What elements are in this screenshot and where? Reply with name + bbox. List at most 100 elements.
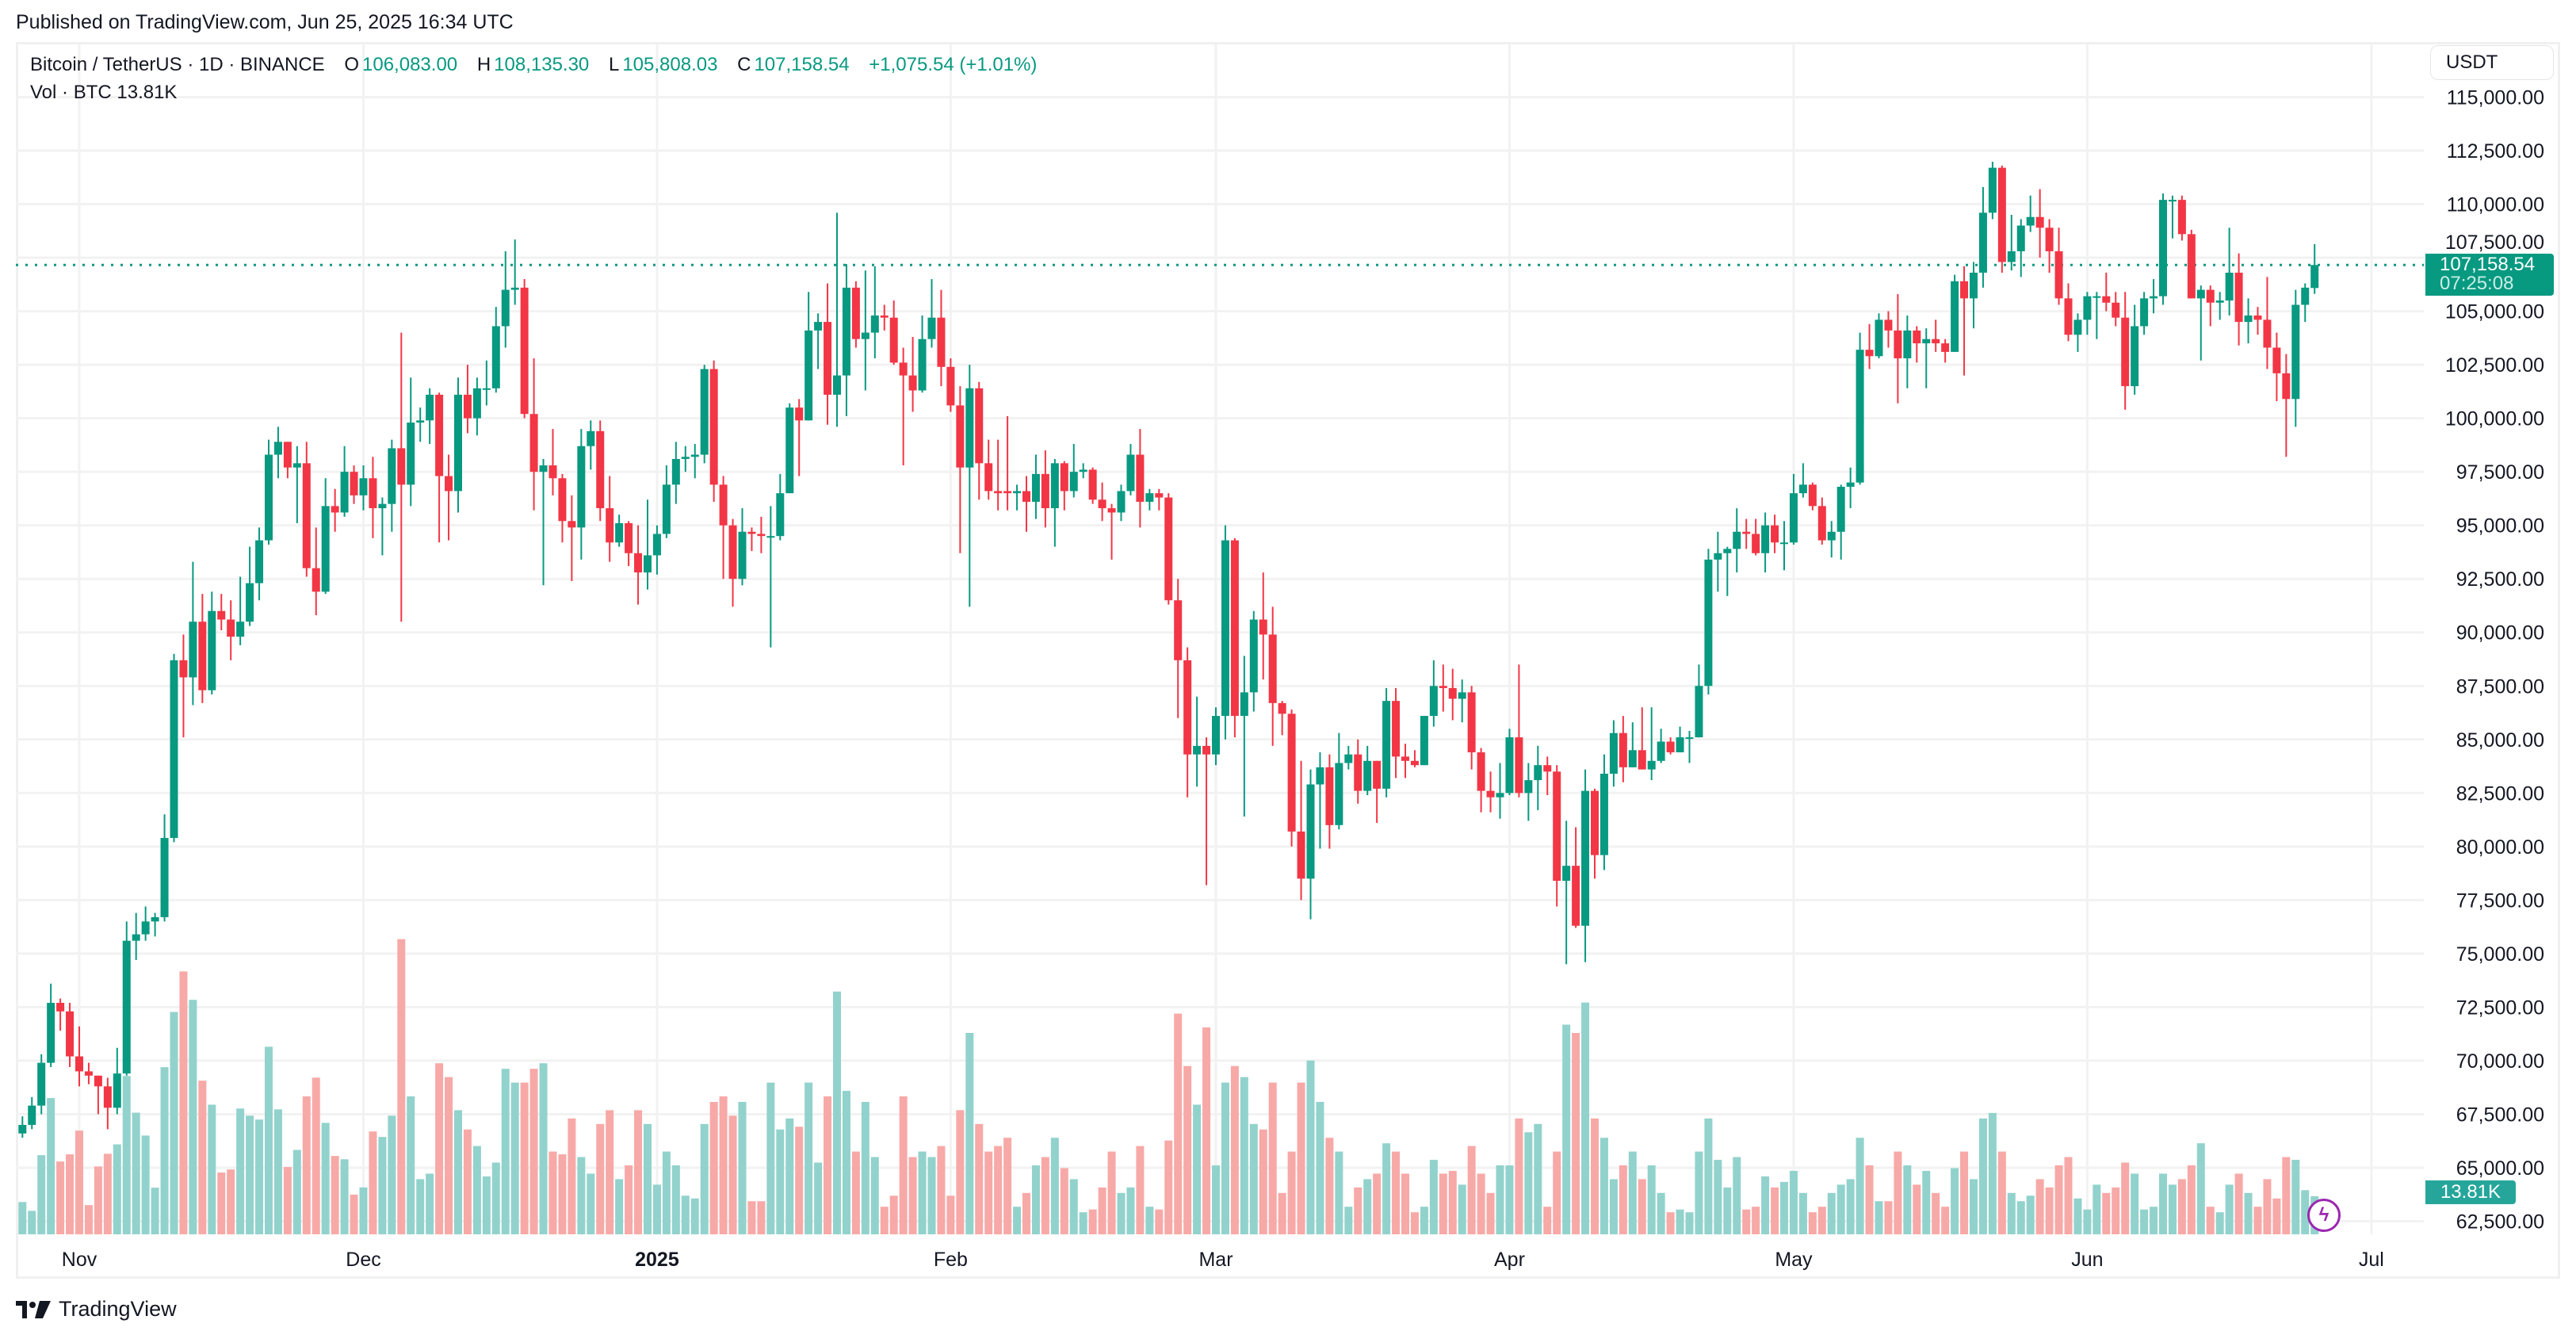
volume-bar	[217, 1172, 226, 1234]
candle-body	[1846, 482, 1855, 488]
candle-body	[340, 472, 349, 513]
volume-bar	[1884, 1201, 1893, 1234]
candle-down	[994, 439, 1003, 511]
candle-up	[1856, 332, 1864, 485]
volume-bar	[596, 1123, 605, 1234]
volume-bar	[1543, 1207, 1552, 1234]
volume-bar	[369, 1131, 377, 1234]
volume-bar	[37, 1155, 46, 1234]
candle-body	[1534, 765, 1542, 781]
candle-up	[2196, 285, 2205, 361]
volume-bar	[246, 1115, 254, 1234]
candle-body	[75, 1056, 83, 1072]
candle-body	[662, 484, 671, 534]
volume-bar	[805, 1082, 813, 1234]
candle-body	[369, 478, 377, 509]
candle-body	[644, 555, 652, 573]
candle-body	[1069, 472, 1078, 492]
candle-up	[1704, 549, 1713, 695]
price-tick-label: 80,000.00	[2456, 836, 2544, 859]
volume-bar	[103, 1153, 112, 1234]
candle-up	[47, 983, 55, 1068]
volume-bar	[1164, 1140, 1173, 1234]
tradingview-logo-icon	[16, 1300, 51, 1318]
open-value: 106,083.00	[362, 54, 458, 75]
candle-body	[529, 414, 538, 472]
low-value: 105,808.03	[622, 54, 718, 75]
candle-body	[84, 1071, 93, 1076]
volume-bar	[587, 1173, 595, 1234]
candle-down	[1894, 293, 1902, 404]
candle-body	[766, 536, 775, 538]
candle-body	[103, 1086, 112, 1108]
candle-down	[1278, 701, 1286, 736]
volume-bar	[1808, 1212, 1817, 1234]
candle-body	[37, 1062, 46, 1106]
candle-body	[236, 622, 245, 637]
volume-bar	[1856, 1138, 1864, 1234]
volume-legend[interactable]: Vol · BTC 13.81K	[30, 82, 177, 104]
candle-down	[1164, 493, 1173, 605]
volume-bar	[1429, 1160, 1438, 1234]
candle-body	[785, 407, 794, 494]
volume-bar	[151, 1188, 159, 1234]
volume-bar	[2263, 1179, 2272, 1234]
price-tick-label: 97,500.00	[2456, 461, 2544, 484]
volume-bar	[728, 1115, 737, 1234]
time-tick-label: Mar	[1198, 1249, 1233, 1271]
candle-body	[2073, 319, 2082, 335]
candle-down	[984, 439, 993, 500]
candle-body	[2140, 298, 2149, 327]
candles	[18, 162, 2319, 1138]
candle-up	[577, 429, 586, 560]
candle-up	[1505, 729, 1514, 796]
candle-body	[1609, 733, 1618, 774]
volume-bar	[1685, 1212, 1694, 1234]
candle-body	[2253, 315, 2262, 320]
volume-bar	[1780, 1181, 1788, 1234]
price-tick-label: 67,500.00	[2456, 1104, 2544, 1126]
candle-down	[397, 332, 406, 622]
volume-bar	[1410, 1212, 1419, 1234]
volume-bar	[1657, 1192, 1665, 1234]
currency-button[interactable]: USDT	[2430, 45, 2554, 80]
candle-body	[1467, 692, 1476, 752]
volume-bar	[84, 1205, 93, 1234]
candle-down	[1572, 827, 1580, 928]
candle-down	[1354, 739, 1363, 804]
candle-up	[359, 465, 368, 511]
volume-bar	[1723, 1187, 1732, 1234]
candle-body	[824, 322, 832, 395]
candle-body	[1951, 281, 1959, 352]
symbol-legend[interactable]: Bitcoin / TetherUS · 1D · BINANCE O 106,0…	[30, 54, 1040, 76]
candle-down	[1932, 319, 1940, 352]
candle-up	[1079, 463, 1087, 479]
candle-body	[1515, 737, 1523, 794]
candle-body	[1581, 790, 1590, 926]
price-tick-label: 90,000.00	[2456, 622, 2544, 645]
volume-bar	[719, 1096, 728, 1234]
candle-up	[2150, 279, 2158, 314]
lightning-bolt-icon[interactable]: ϟ	[2307, 1199, 2341, 1232]
volume-bar	[747, 1201, 756, 1234]
candle-body	[331, 506, 339, 513]
candle-up	[738, 508, 747, 586]
candle-body	[283, 442, 292, 468]
candle-up	[1117, 484, 1126, 522]
volume-bar	[1249, 1123, 1258, 1234]
volume-bar	[2187, 1165, 2196, 1234]
candle-down	[1297, 760, 1305, 901]
change-value: +1,075.54 (+1.01%)	[869, 54, 1038, 75]
volume-bar	[1325, 1138, 1334, 1234]
candle-body	[151, 916, 159, 922]
candle-body	[1647, 760, 1656, 770]
candle-up	[1695, 664, 1703, 738]
candle-down	[1941, 339, 1950, 363]
candle-body	[1978, 212, 1987, 273]
candle-up	[1306, 769, 1315, 920]
candle-body	[927, 317, 936, 339]
volume-bars	[18, 939, 2319, 1234]
candle-body	[558, 478, 567, 522]
candle-body	[2121, 317, 2130, 387]
